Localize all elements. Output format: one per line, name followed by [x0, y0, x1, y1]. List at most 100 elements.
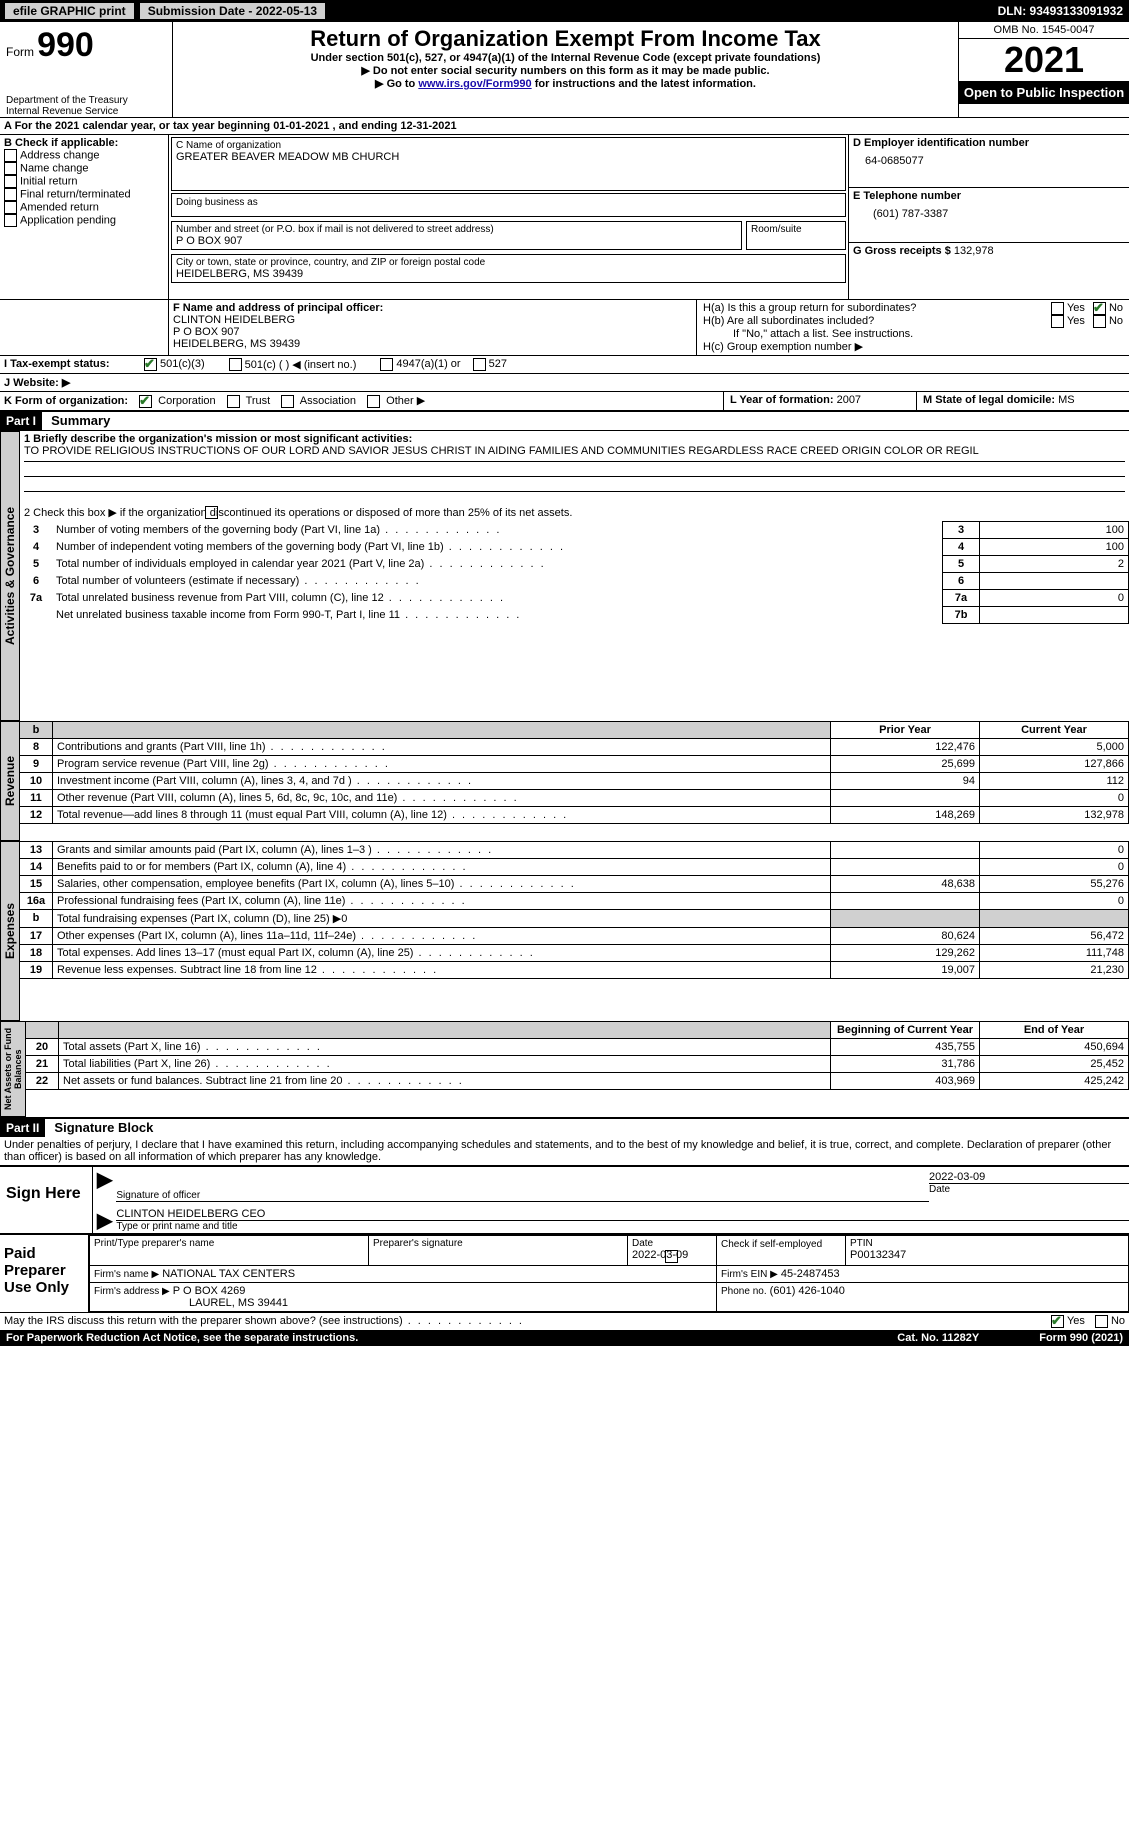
- discuss-yes-label: Yes: [1067, 1315, 1085, 1328]
- firm-addr1: P O BOX 4269: [173, 1285, 246, 1297]
- officer-street: P O BOX 907: [173, 326, 692, 338]
- c-name-label: C Name of organization: [176, 140, 841, 151]
- part2-title: Signature Block: [54, 1120, 153, 1135]
- self-emp-checkbox[interactable]: [665, 1250, 678, 1263]
- efile-print-button[interactable]: efile GRAPHIC print: [4, 2, 135, 20]
- h-b-label: H(b) Are all subordinates included?: [703, 315, 1051, 328]
- section-b-heading: B Check if applicable:: [4, 137, 164, 149]
- b-checkbox-2[interactable]: [4, 175, 17, 188]
- b-checkbox-3[interactable]: [4, 188, 17, 201]
- b-item-label: Name change: [20, 162, 89, 174]
- dba-label: Doing business as: [176, 197, 258, 208]
- i-501c-label: 501(c) ( ) ◀ (insert no.): [245, 358, 357, 371]
- line2-checkbox[interactable]: [205, 506, 218, 519]
- prep-date-label: Date: [632, 1238, 712, 1249]
- open-inspection: Open to Public Inspection: [959, 81, 1129, 104]
- phone-value: (601) 787-3387: [853, 202, 1125, 220]
- i-501c3-checkbox[interactable]: [144, 358, 157, 371]
- period-text: A For the 2021 calendar year, or tax yea…: [4, 120, 457, 132]
- city-label: City or town, state or province, country…: [176, 257, 841, 268]
- footer-form: Form 990 (2021): [1039, 1332, 1123, 1344]
- prior-year-header: Prior Year: [831, 721, 980, 738]
- paid-preparer-label: Paid Preparer Use Only: [0, 1235, 89, 1312]
- firm-ein: 45-2487453: [781, 1268, 840, 1280]
- b-checkbox-4[interactable]: [4, 201, 17, 214]
- ein-label: D Employer identification number: [853, 137, 1125, 149]
- dept-label: Department of the Treasury: [6, 95, 166, 106]
- room-label: Room/suite: [751, 224, 841, 235]
- h-a-yes-checkbox[interactable]: [1051, 302, 1064, 315]
- no-label: No: [1109, 302, 1123, 315]
- yes-label-2: Yes: [1067, 315, 1085, 328]
- line2-text: 2 Check this box ▶ if the organization d…: [24, 507, 572, 519]
- b-item-label: Initial return: [20, 175, 77, 187]
- h-a-no-checkbox[interactable]: [1093, 302, 1106, 315]
- vtab-governance: Activities & Governance: [0, 431, 20, 721]
- footer-cat: Cat. No. 11282Y: [897, 1332, 979, 1344]
- i-527-label: 527: [489, 358, 507, 371]
- k-corp-checkbox[interactable]: [139, 395, 152, 408]
- b-checkbox-0[interactable]: [4, 149, 17, 162]
- h-c-label: H(c) Group exemption number ▶: [703, 340, 1123, 353]
- b-item-label: Address change: [20, 149, 100, 161]
- irs-link[interactable]: www.irs.gov/Form990: [418, 78, 531, 90]
- firm-ein-label: Firm's EIN ▶: [721, 1269, 778, 1280]
- end-year-header: End of Year: [980, 1021, 1129, 1038]
- b-checkbox-5[interactable]: [4, 214, 17, 227]
- firm-phone: (601) 426-1040: [770, 1285, 845, 1297]
- gross-receipts-value: 132,978: [954, 245, 994, 257]
- period-line: A For the 2021 calendar year, or tax yea…: [0, 118, 1129, 134]
- street-label: Number and street (or P.O. box if mail i…: [176, 224, 737, 235]
- discuss-no-checkbox[interactable]: [1095, 1315, 1108, 1328]
- gross-receipts-label: G Gross receipts $: [853, 245, 951, 257]
- officer-name: CLINTON HEIDELBERG: [173, 314, 692, 326]
- part1-title: Summary: [51, 413, 110, 428]
- k-other-checkbox[interactable]: [367, 395, 380, 408]
- i-4947-checkbox[interactable]: [380, 358, 393, 371]
- discuss-no-label: No: [1111, 1315, 1125, 1328]
- form-subtitle-2: ▶ Do not enter social security numbers o…: [181, 64, 950, 77]
- officer-city: HEIDELBERG, MS 39439: [173, 338, 692, 350]
- submission-date-button[interactable]: Submission Date - 2022-05-13: [139, 2, 326, 20]
- irs-label: Internal Revenue Service: [6, 106, 166, 117]
- b-checkbox-1[interactable]: [4, 162, 17, 175]
- perjury-text: Under penalties of perjury, I declare th…: [0, 1137, 1129, 1165]
- k-assoc-label: Association: [300, 395, 356, 407]
- i-527-checkbox[interactable]: [473, 358, 486, 371]
- l-value: 2007: [837, 394, 861, 406]
- form-header: Form 990 Department of the Treasury Inte…: [0, 22, 1129, 117]
- l-label: L Year of formation:: [730, 394, 834, 406]
- h-b-no-checkbox[interactable]: [1093, 315, 1106, 328]
- efile-topbar: efile GRAPHIC print Submission Date - 20…: [0, 0, 1129, 22]
- k-label: K Form of organization:: [4, 395, 128, 407]
- sign-here-label: Sign Here: [0, 1167, 93, 1233]
- line1-label: 1 Briefly describe the organization's mi…: [24, 433, 1125, 445]
- caret-icon-2: ▶: [93, 1208, 116, 1233]
- k-assoc-checkbox[interactable]: [281, 395, 294, 408]
- section-j: J Website: ▶: [0, 374, 1129, 391]
- current-year-header: Current Year: [980, 721, 1129, 738]
- k-trust-checkbox[interactable]: [227, 395, 240, 408]
- h-b-yes-checkbox[interactable]: [1051, 315, 1064, 328]
- m-label: M State of legal domicile:: [923, 394, 1055, 406]
- firm-name: NATIONAL TAX CENTERS: [162, 1268, 295, 1280]
- h-a-label: H(a) Is this a group return for subordin…: [703, 302, 1051, 315]
- discuss-yes-checkbox[interactable]: [1051, 1315, 1064, 1328]
- f-label: F Name and address of principal officer:: [173, 302, 692, 314]
- form-subtitle-3: ▶ Go to www.irs.gov/Form990 for instruct…: [181, 77, 950, 90]
- no-label-2: No: [1109, 315, 1123, 328]
- b-item-label: Final return/terminated: [20, 188, 131, 200]
- sig-date: 2022-03-09: [929, 1171, 1129, 1183]
- ein-value: 64-0685077: [853, 149, 1125, 167]
- yes-label: Yes: [1067, 302, 1085, 315]
- sub3-pre: ▶ Go to: [375, 78, 418, 90]
- vtab-revenue: Revenue: [0, 721, 20, 841]
- b-item-label: Amended return: [20, 201, 99, 213]
- i-501c-checkbox[interactable]: [229, 358, 242, 371]
- begin-year-header: Beginning of Current Year: [831, 1021, 980, 1038]
- city-value: HEIDELBERG, MS 39439: [176, 268, 841, 280]
- section-i: I Tax-exempt status: 501(c)(3) 501(c) ( …: [0, 356, 1129, 373]
- j-label: J Website: ▶: [4, 377, 70, 389]
- org-name: GREATER BEAVER MEADOW MB CHURCH: [176, 151, 841, 163]
- firm-phone-label: Phone no.: [721, 1286, 767, 1297]
